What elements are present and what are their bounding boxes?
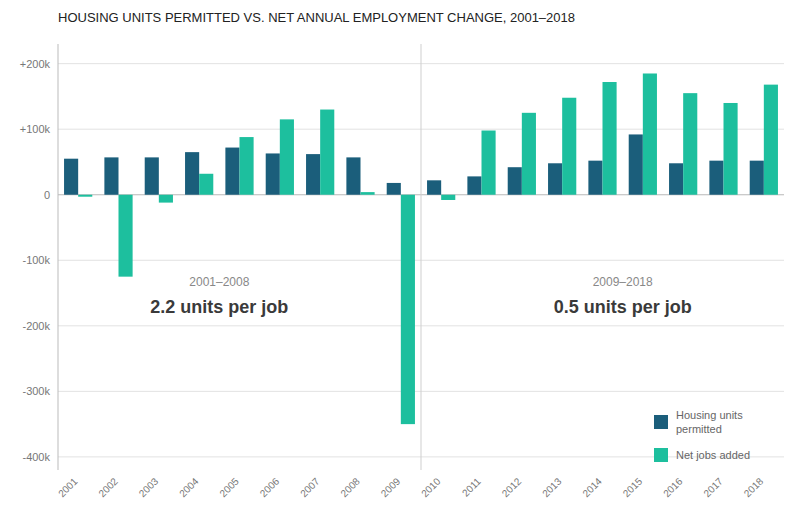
bar xyxy=(603,82,617,195)
bar xyxy=(401,195,415,424)
bar xyxy=(548,163,562,194)
x-tick-label: 2014 xyxy=(580,475,604,499)
bar xyxy=(159,195,173,203)
bar xyxy=(508,167,522,195)
legend: Housing unitspermitted Net jobs added xyxy=(654,409,750,462)
bar xyxy=(669,163,683,194)
bar xyxy=(709,161,723,195)
bar xyxy=(750,161,764,195)
bar xyxy=(724,103,738,195)
bar xyxy=(643,73,657,194)
x-tick-label: 2017 xyxy=(701,475,725,499)
x-tick-label: 2008 xyxy=(338,475,362,499)
y-tick-label: +100k xyxy=(20,123,51,135)
bar xyxy=(346,157,360,194)
title: HOUSING UNITS PERMITTED VS. NET ANNUAL E… xyxy=(58,10,575,25)
x-tick-label: 2001 xyxy=(56,475,80,499)
bar xyxy=(185,152,199,195)
bar xyxy=(145,157,159,194)
y-tick-label: -300k xyxy=(22,385,50,397)
bar xyxy=(266,153,280,194)
bar xyxy=(387,183,401,195)
x-tick-label: 2010 xyxy=(419,475,443,499)
x-tick-label: 2006 xyxy=(258,475,282,499)
annotation: 0.5 units per job xyxy=(554,297,692,317)
x-tick-label: 2007 xyxy=(298,475,322,499)
bar xyxy=(199,174,213,195)
legend-label: Housing unitspermitted xyxy=(676,409,743,435)
y-tick-label: -200k xyxy=(22,320,50,332)
y-axis-line xyxy=(58,44,59,470)
bar xyxy=(482,131,496,195)
bar xyxy=(522,113,536,195)
bar xyxy=(225,148,239,195)
x-tick-label: 2013 xyxy=(540,475,564,499)
bar xyxy=(104,157,118,194)
x-tick-label: 2011 xyxy=(460,475,483,498)
annotation: 2001–2008 xyxy=(189,275,249,289)
bar xyxy=(467,176,481,194)
x-tick-label: 2016 xyxy=(661,475,685,499)
x-tick-label: 2012 xyxy=(500,475,524,499)
x-tick-label: 2015 xyxy=(621,475,645,499)
x-tick-label: 2004 xyxy=(177,475,201,499)
bar xyxy=(306,154,320,195)
bar xyxy=(240,137,254,195)
annotation: 2.2 units per job xyxy=(150,297,288,317)
bar xyxy=(441,195,455,200)
legend-swatch xyxy=(654,448,668,462)
bar xyxy=(361,192,375,195)
x-tick-label: 2018 xyxy=(742,475,766,499)
bar xyxy=(78,195,92,197)
annotation: 2009–2018 xyxy=(593,275,653,289)
legend-swatch xyxy=(654,415,668,429)
y-tick-label: -400k xyxy=(22,451,50,463)
y-tick-label: 0 xyxy=(44,189,50,201)
y-tick-label: +200k xyxy=(20,58,51,70)
x-tick-label: 2002 xyxy=(96,475,120,499)
background xyxy=(0,0,800,524)
bar xyxy=(427,180,441,194)
bar xyxy=(629,134,643,194)
period-separator xyxy=(421,44,422,470)
y-tick-label: -100k xyxy=(22,254,50,266)
bar xyxy=(588,161,602,195)
bar xyxy=(280,119,294,194)
legend-label: Net jobs added xyxy=(676,449,750,461)
x-tick-label: 2005 xyxy=(217,475,241,499)
bar xyxy=(683,93,697,195)
bar xyxy=(64,159,78,195)
bar xyxy=(119,195,133,277)
bar xyxy=(562,98,576,195)
x-tick-label: 2009 xyxy=(379,475,403,499)
bars xyxy=(64,73,778,424)
bar xyxy=(320,110,334,195)
bar xyxy=(764,85,778,195)
x-tick-label: 2003 xyxy=(137,475,161,499)
chart: HOUSING UNITS PERMITTED VS. NET ANNUAL E… xyxy=(0,0,800,524)
